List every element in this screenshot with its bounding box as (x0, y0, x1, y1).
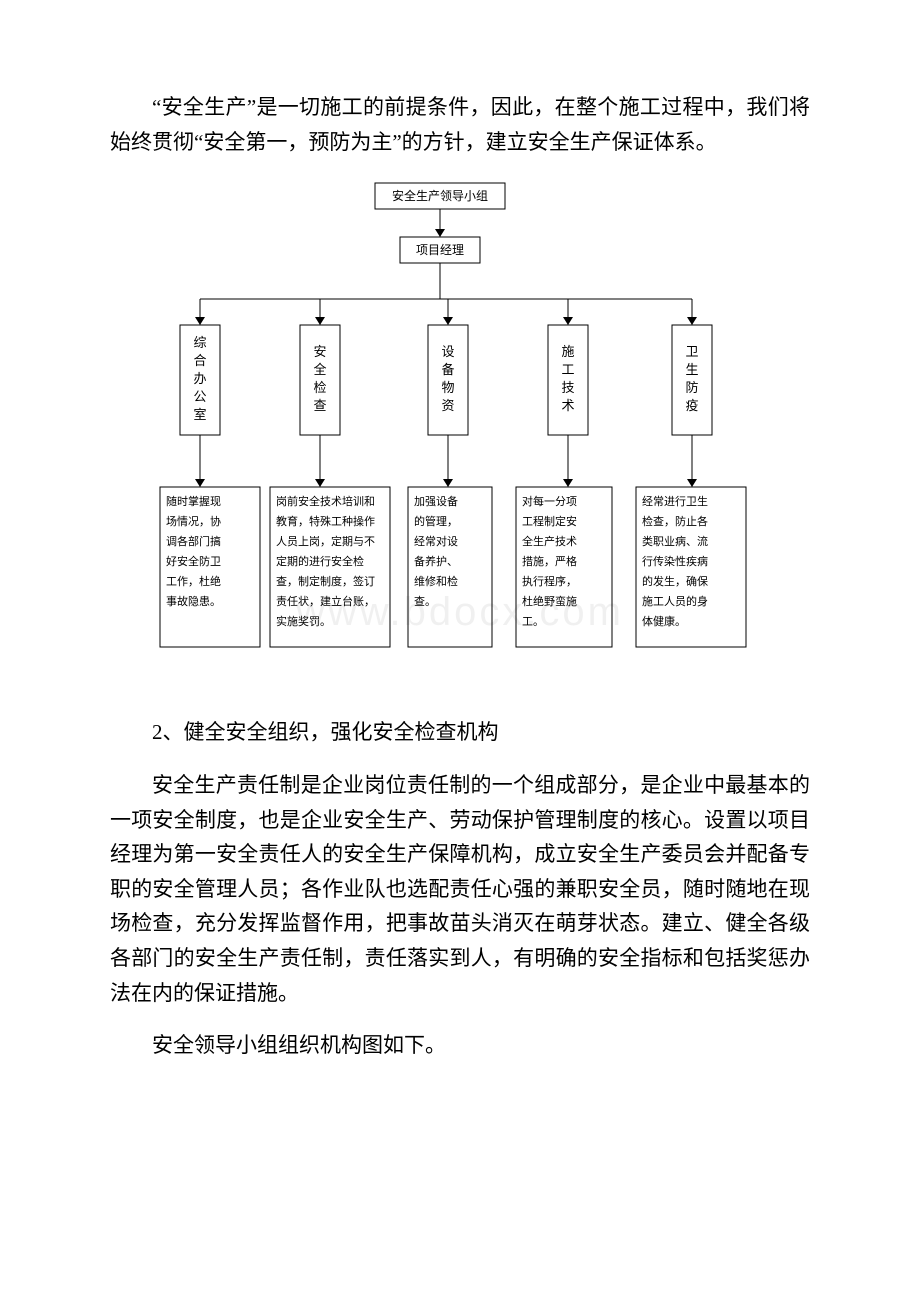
svg-text:安全生产领导小组: 安全生产领导小组 (392, 188, 488, 203)
svg-text:综合办公室: 综合办公室 (193, 335, 206, 422)
paragraph-body-2: 安全生产责任制是企业岗位责任制的一个组成部分，是企业中最基本的一项安全制度，也是… (110, 768, 810, 1010)
section-heading-2: 2、健全安全组织，强化安全检查机构 (110, 715, 810, 750)
org-diagram-svg: 安全生产领导小组项目经理综合办公室随时掌握现场情况，协调各部门搞好安全防卫工作，… (150, 177, 770, 687)
paragraph-body-3: 安全领导小组组织机构图如下。 (110, 1028, 810, 1063)
svg-text:项目经理: 项目经理 (416, 243, 464, 257)
org-diagram-wrap: 安全生产领导小组项目经理综合办公室随时掌握现场情况，协调各部门搞好安全防卫工作，… (110, 177, 810, 687)
paragraph-intro: “安全生产”是一切施工的前提条件，因此，在整个施工过程中，我们将始终贯彻“安全第… (110, 90, 810, 159)
page-container: “安全生产”是一切施工的前提条件，因此，在整个施工过程中，我们将始终贯彻“安全第… (0, 0, 920, 1141)
